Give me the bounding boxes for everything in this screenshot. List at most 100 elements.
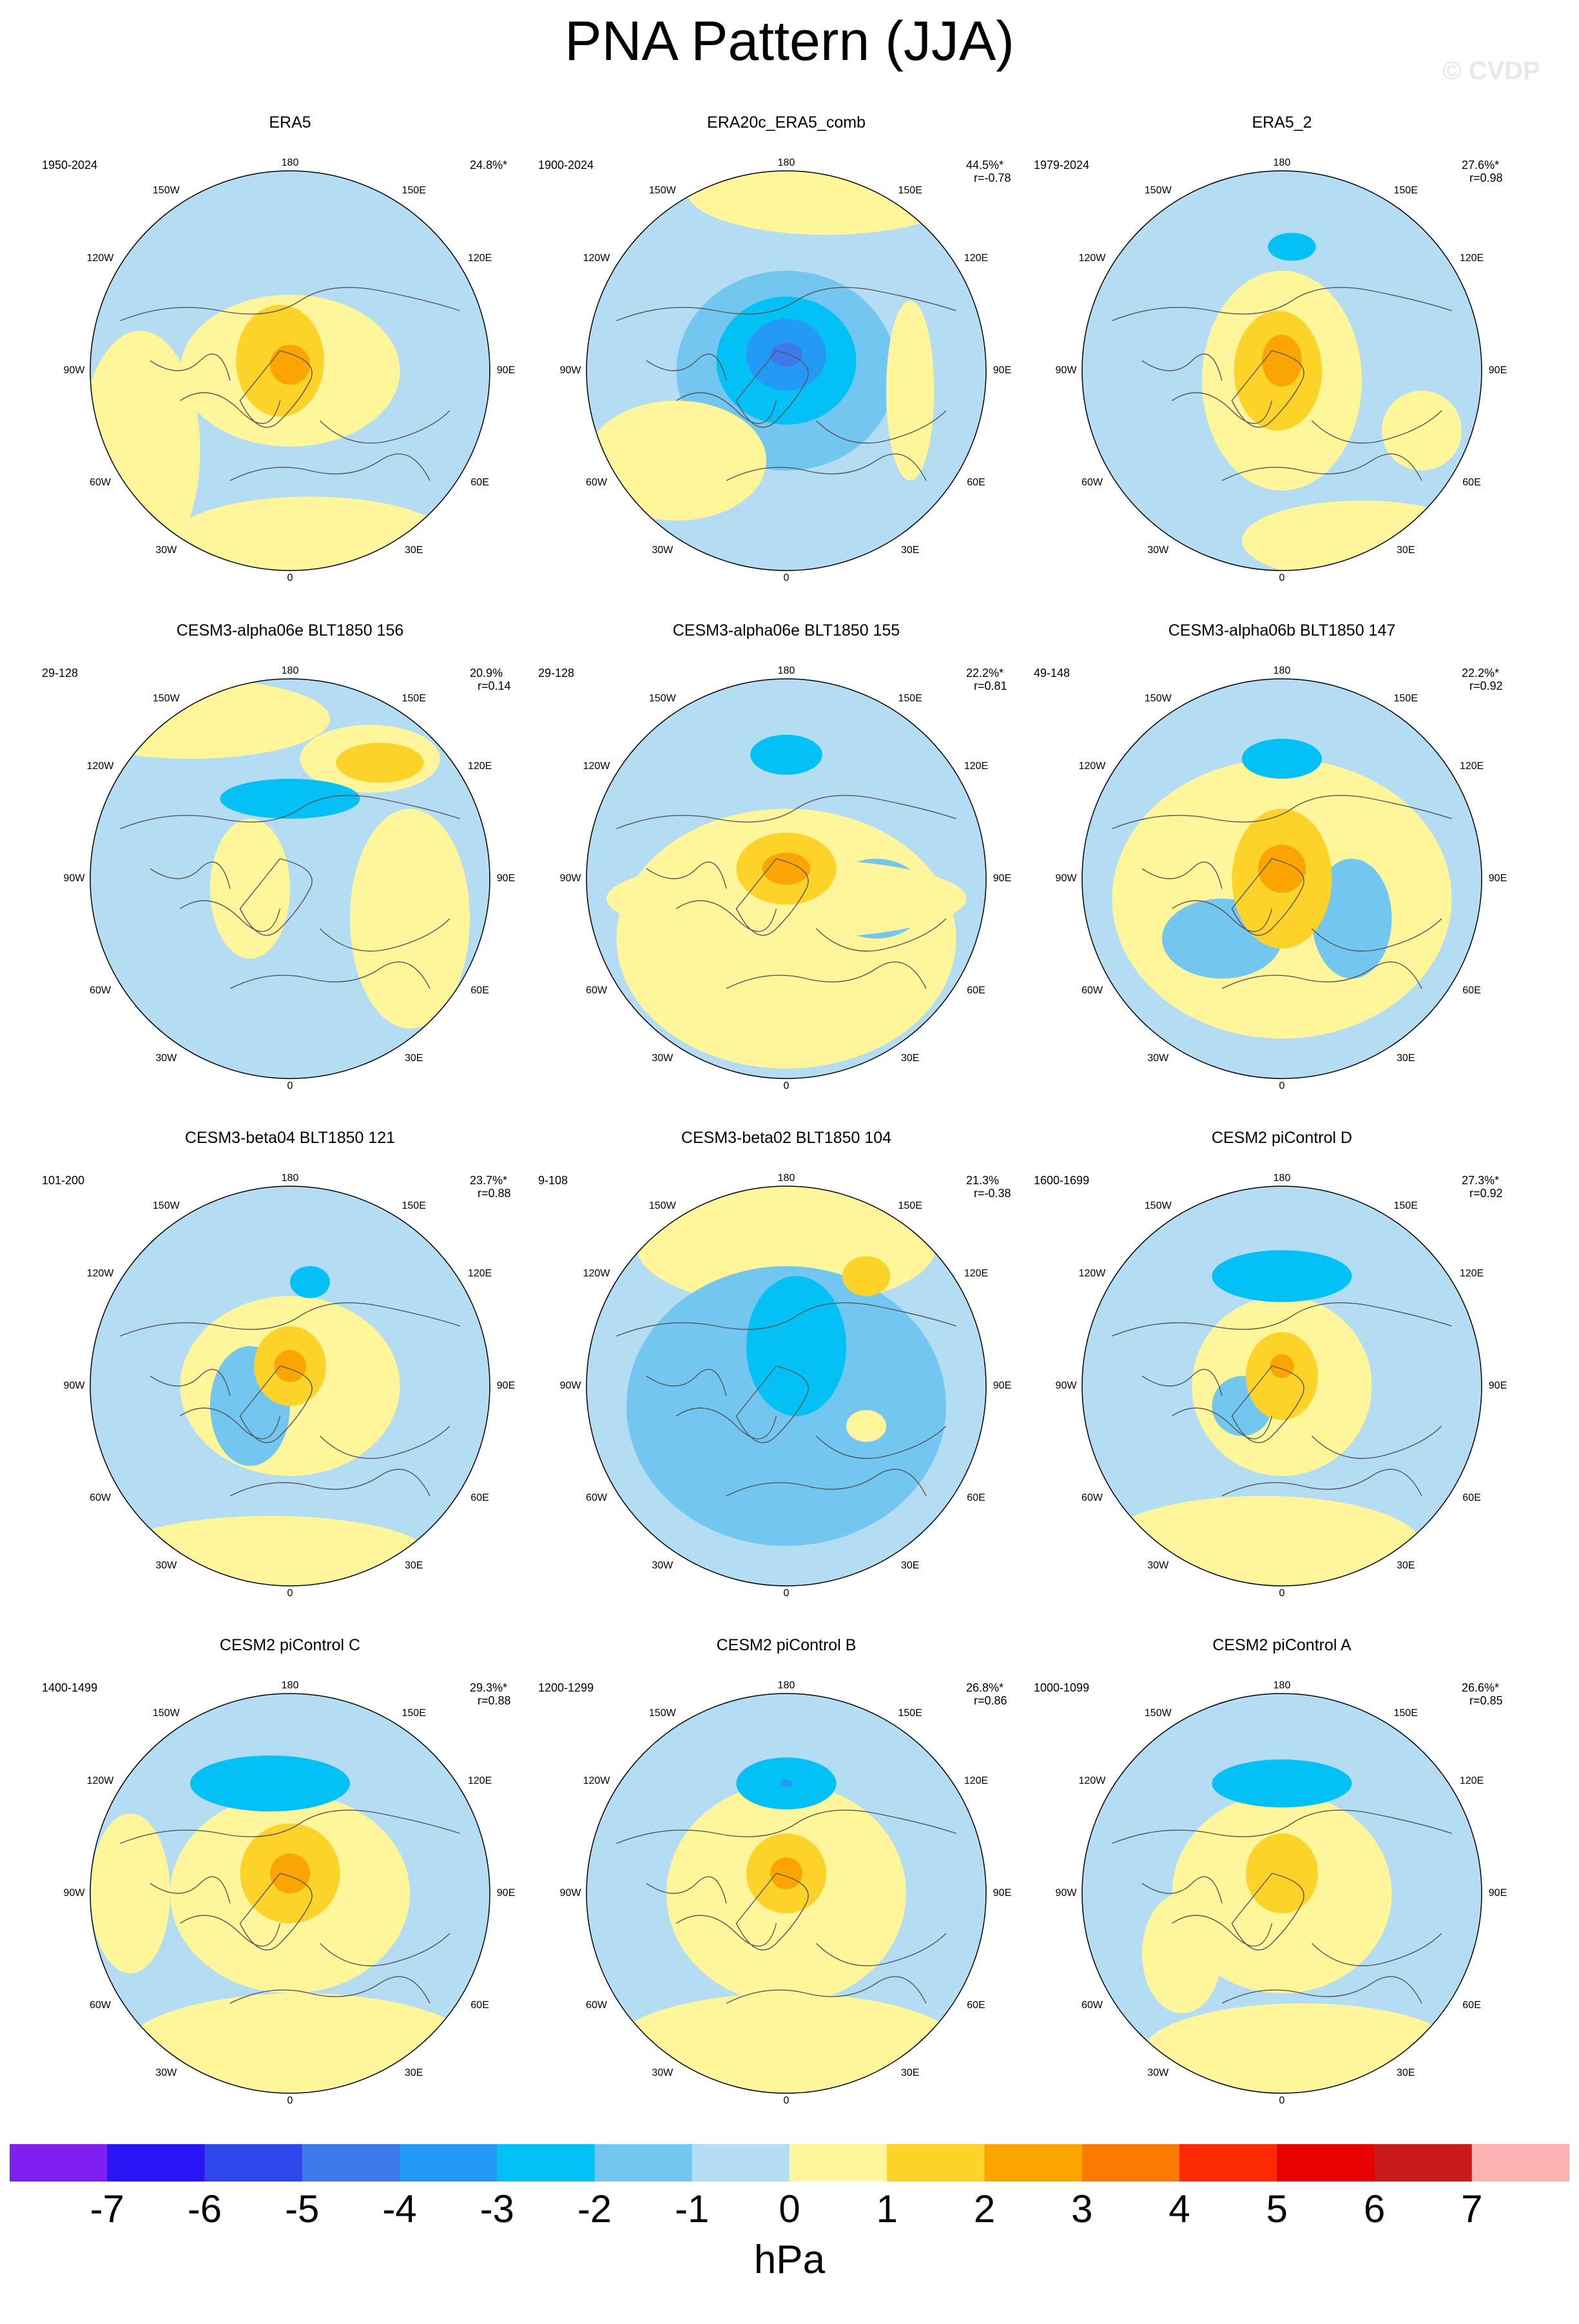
- longitude-label: 0: [783, 572, 790, 583]
- longitude-label: 180: [1273, 665, 1291, 676]
- variance-percent: 20.9%: [470, 667, 503, 679]
- coastline: [676, 1407, 777, 1440]
- colorbar-units: hPa: [753, 2238, 826, 2282]
- colorbar-tick-label: 2: [973, 2187, 996, 2231]
- panel-period: 1200-1299: [538, 1681, 594, 1694]
- panel-period: 101-200: [42, 1174, 85, 1187]
- longitude-label: 120E: [467, 253, 492, 264]
- longitude-label: 120E: [467, 761, 492, 772]
- coastline: [150, 1876, 231, 1904]
- longitude-label: 180: [777, 1680, 795, 1691]
- longitude-label: 60E: [470, 476, 489, 488]
- coastline: [1221, 961, 1422, 990]
- map-border: [586, 1693, 987, 2094]
- longitude-label: 120W: [583, 761, 610, 772]
- panel-variance: 26.8%* r=0.86: [966, 1681, 1007, 1707]
- coastline: [229, 961, 431, 990]
- map-panel: CESM3-alpha06e BLT1850 156 29-128 20.9% r=0…: [42, 621, 538, 1130]
- longitude-label: 30E: [1396, 1053, 1415, 1064]
- colorbar-segment: [1471, 2144, 1569, 2182]
- colorbar-segment: [10, 2144, 108, 2182]
- longitude-label: 60W: [1081, 476, 1103, 488]
- negative-anomaly: [770, 342, 802, 367]
- panel-title: CESM2 piControl C: [219, 1636, 361, 1654]
- colorbar-tick-label: -4: [382, 2187, 417, 2231]
- longitude-label: 30W: [652, 545, 673, 556]
- coastline: [726, 453, 927, 482]
- coastline: [1112, 1810, 1452, 1844]
- longitude-label: 120E: [467, 1268, 492, 1280]
- coastline: [1312, 1933, 1442, 1967]
- longitude-label: 150E: [402, 693, 426, 704]
- coastline: [180, 392, 281, 424]
- longitude-label: 30W: [652, 1560, 673, 1571]
- coastline: [616, 795, 956, 830]
- coastline: [1172, 1407, 1273, 1440]
- longitude-label: 30W: [1147, 1053, 1169, 1064]
- longitude-label: 120W: [1078, 761, 1106, 772]
- coastline: [120, 287, 460, 322]
- longitude-label: 60E: [470, 1492, 489, 1503]
- panel-variance: 22.2%* r=0.81: [966, 667, 1007, 692]
- longitude-label: 30W: [652, 1053, 673, 1064]
- positive-anomaly: [686, 171, 966, 235]
- colorbar-segment: [887, 2144, 985, 2182]
- longitude-label: 150W: [1144, 1708, 1172, 1719]
- longitude-label: 180: [777, 157, 795, 168]
- longitude-label: 60E: [967, 1492, 985, 1503]
- longitude-label: 150W: [648, 1200, 676, 1211]
- coastline: [676, 392, 777, 424]
- coastline: [320, 1425, 450, 1460]
- map-border: [1081, 1186, 1482, 1587]
- watermark: © CVDP: [1442, 57, 1540, 85]
- map-border: [1081, 1693, 1482, 2094]
- longitude-label: 150W: [648, 1708, 676, 1719]
- map-border: [586, 1186, 987, 1587]
- pattern-correlation: r=-0.38: [974, 1187, 1011, 1200]
- coastline: [229, 1469, 431, 1497]
- colorbar-tick-label: -7: [90, 2187, 124, 2231]
- pattern-correlation: r=0.88: [478, 1694, 511, 1707]
- longitude-label: 60E: [1462, 984, 1481, 996]
- panel-period: 1950-2024: [42, 159, 98, 171]
- pattern-correlation: r=-0.78: [974, 171, 1011, 184]
- longitude-label: 0: [287, 572, 293, 583]
- positive-anomaly: [842, 1256, 891, 1296]
- colorbar-tick-label: 1: [876, 2187, 898, 2231]
- pattern-correlation: r=0.81: [974, 679, 1007, 692]
- longitude-label: 180: [281, 1680, 299, 1691]
- positive-anomaly: [1257, 845, 1306, 893]
- longitude-label: 150W: [648, 693, 676, 704]
- coastline: [180, 1407, 281, 1440]
- longitude-label: 30W: [1147, 1560, 1169, 1571]
- longitude-label: 90W: [559, 1888, 581, 1899]
- colorbar-tick-label: 6: [1363, 2187, 1386, 2231]
- polar-map: [1081, 678, 1482, 1079]
- positive-anomaly: [110, 1516, 430, 1586]
- longitude-label: 90E: [496, 873, 516, 884]
- map-border: [90, 1186, 490, 1587]
- longitude-label: 180: [281, 157, 299, 168]
- longitude-label: 30W: [1147, 2067, 1169, 2078]
- longitude-label: 60W: [1081, 1492, 1103, 1503]
- longitude-label: 90E: [993, 873, 1012, 884]
- longitude-label: 120W: [86, 1775, 114, 1787]
- longitude-label: 60W: [1081, 1999, 1103, 2011]
- panel-title: ERA20c_ERA5_comb: [707, 113, 866, 132]
- panel-title: CESM2 piControl B: [716, 1636, 857, 1654]
- panel-title: ERA5_2: [1252, 113, 1312, 132]
- positive-anomaly: [886, 300, 935, 481]
- variance-percent: 44.5%*: [966, 159, 1004, 171]
- longitude-label: 120W: [86, 761, 114, 772]
- positive-anomaly: [270, 1853, 310, 1893]
- map-panel: ERA20c_ERA5_comb 1900-2024 44.5%* r=-0.78 18…: [538, 113, 1034, 622]
- negative-anomaly: [220, 779, 360, 819]
- coastline: [1112, 795, 1452, 830]
- longitude-label: 90W: [63, 365, 85, 376]
- longitude-label: 150W: [1144, 1200, 1172, 1211]
- pattern-correlation: r=0.14: [478, 679, 511, 692]
- panel-variance: 27.6%* r=0.98: [1462, 159, 1503, 184]
- longitude-label: 120E: [964, 1775, 989, 1787]
- map-panel: CESM2 piControl A 1000-1099 26.6%* r=0.85 18…: [1034, 1636, 1530, 2145]
- map-panel: CESM2 piControl C 1400-1499 29.3%* r=0.88 18…: [42, 1636, 538, 2145]
